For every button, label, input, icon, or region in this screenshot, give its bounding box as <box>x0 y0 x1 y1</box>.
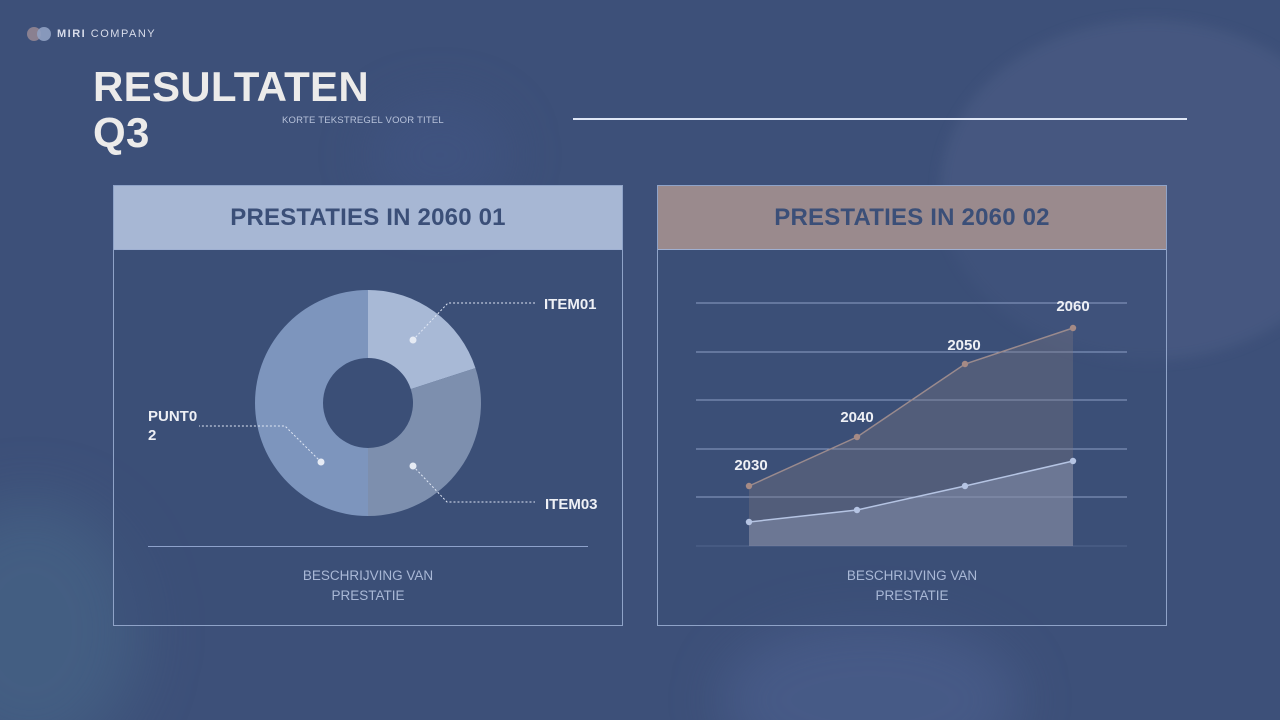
data-label-2030: 2030 <box>734 457 767 474</box>
label-punt02-line1: PUNT0 <box>148 408 197 425</box>
marker-dot-punt02 <box>317 458 325 466</box>
performance-card-1: PRESTATIES IN 2060 01 ITEM01 ITEM03 PUNT… <box>113 185 623 626</box>
donut-segment-item01[interactable] <box>368 290 476 390</box>
card-title: PRESTATIES IN 2060 01 <box>114 186 622 250</box>
title-divider <box>573 118 1187 120</box>
background-glow-decoration <box>720 620 1020 720</box>
page-title-line2: Q3 <box>93 109 150 156</box>
logo-circles-icon <box>27 27 52 41</box>
series-1-markers <box>745 324 1077 490</box>
area-series-1 <box>749 328 1073 546</box>
caption-line2: PRESTATIE <box>875 588 949 603</box>
data-label-2050: 2050 <box>947 337 980 354</box>
brand-name-bold: MIRI <box>57 28 87 40</box>
donut-segment-item03[interactable] <box>368 368 482 516</box>
donut-chart: ITEM01 ITEM03 PUNT0 2 <box>148 290 598 516</box>
marker-dot-item03 <box>409 462 417 470</box>
caption-line1: BESCHRIJVING VAN <box>846 568 978 583</box>
brand-name-light: COMPANY <box>90 28 157 40</box>
brand-name: MIRI COMPANY <box>57 28 156 40</box>
data-label-2060: 2060 <box>1056 298 1089 315</box>
area-chart: 2030 2040 2050 2060 <box>696 298 1127 547</box>
donut-segment-punt02[interactable] <box>255 290 368 516</box>
data-label-2040: 2040 <box>840 409 873 426</box>
label-item03: ITEM03 <box>545 496 598 513</box>
marker-dot-item01 <box>409 336 417 344</box>
caption-line1: BESCHRIJVING VAN <box>302 568 434 583</box>
page-title-line1: RESULTATEN <box>93 63 369 110</box>
page-subtitle: KORTE TEKSTREGEL VOOR TITEL <box>282 115 444 126</box>
performance-card-2: PRESTATIES IN 2060 02 2030 2040 2050 206… <box>657 185 1167 626</box>
brand-logo: MIRI COMPANY <box>27 27 156 41</box>
leader-line-item01 <box>412 302 535 341</box>
page-title: RESULTATEN Q3 <box>93 64 369 156</box>
card-caption: BESCHRIJVING VAN PRESTATIE <box>658 566 1166 606</box>
card-divider <box>148 546 588 547</box>
leader-line-punt02 <box>199 425 322 463</box>
series-2-markers <box>745 457 1077 526</box>
caption-line2: PRESTATIE <box>331 588 405 603</box>
card-title: PRESTATIES IN 2060 02 <box>658 186 1166 250</box>
line-series-2 <box>748 460 1074 523</box>
label-item01: ITEM01 <box>544 296 597 313</box>
leader-line-item03 <box>412 465 535 503</box>
label-punt02-line2: 2 <box>148 427 156 444</box>
card-caption: BESCHRIJVING VAN PRESTATIE <box>114 566 622 606</box>
line-series-1 <box>748 327 1074 487</box>
area-series-2 <box>749 461 1073 546</box>
